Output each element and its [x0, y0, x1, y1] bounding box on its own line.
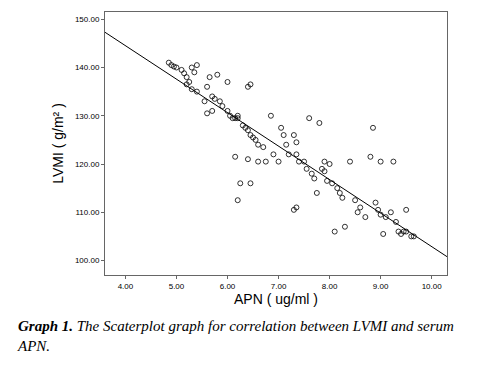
svg-text:APN ( ug/ml ): APN ( ug/ml )	[234, 291, 318, 307]
svg-text:6.00: 6.00	[220, 282, 236, 291]
svg-text:150.00: 150.00	[75, 15, 100, 24]
svg-text:140.00: 140.00	[75, 63, 100, 72]
svg-text:130.00: 130.00	[75, 112, 100, 121]
svg-text:4.00: 4.00	[118, 282, 134, 291]
svg-text:LVMI ( g/m² ): LVMI ( g/m² )	[50, 103, 66, 184]
html-text:Graph 1. The Scaterplot graph: Graph 1. The Scaterplot graph for correl…	[18, 318, 454, 354]
svg-text:7.00: 7.00	[271, 282, 287, 291]
svg-text:100.00: 100.00	[75, 256, 100, 265]
svg-text:110.00: 110.00	[76, 208, 100, 217]
svg-text:5.00: 5.00	[169, 282, 185, 291]
svg-text:10.00: 10.00	[422, 282, 443, 291]
svg-text:120.00: 120.00	[75, 160, 100, 169]
svg-text:8.00: 8.00	[322, 282, 338, 291]
svg-text:9.00: 9.00	[373, 282, 389, 291]
